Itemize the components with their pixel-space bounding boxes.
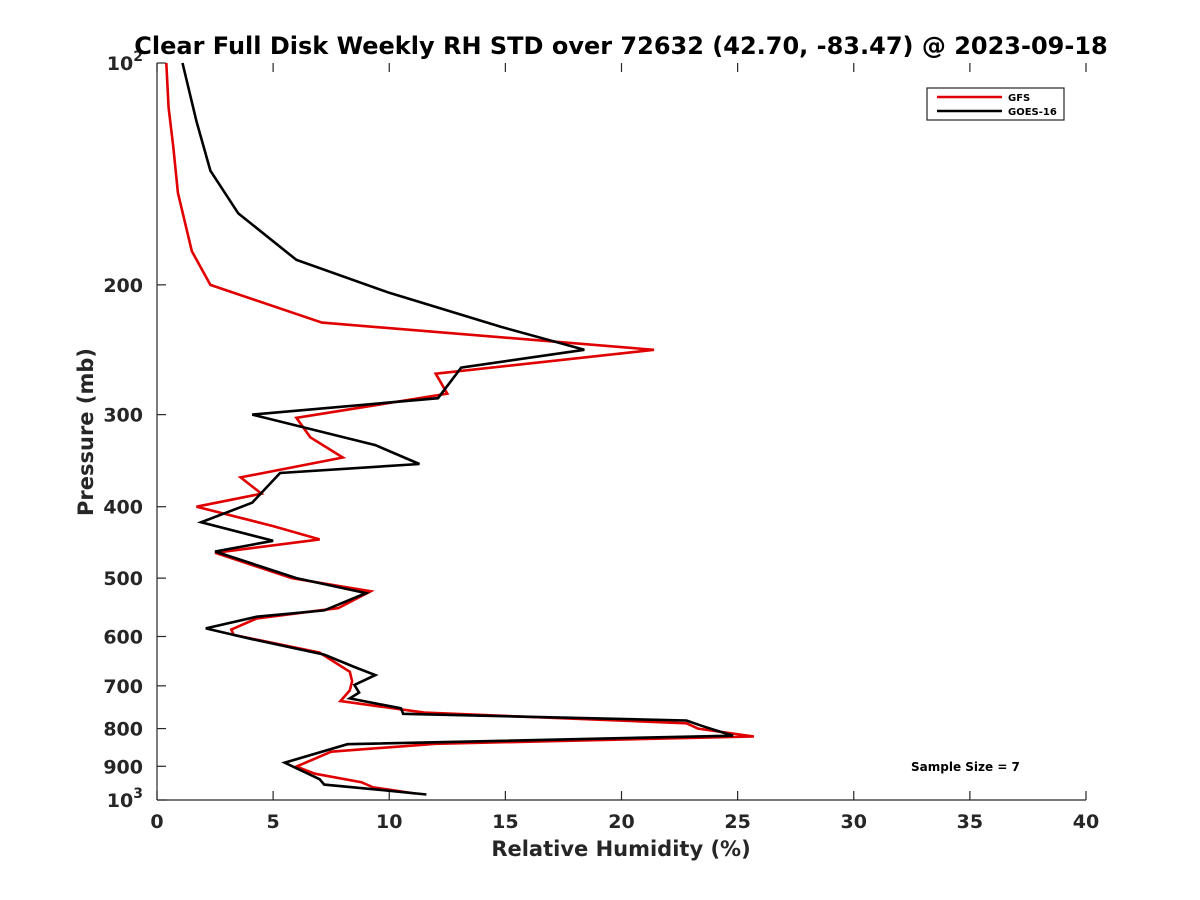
- x-tick-label: 30: [841, 811, 867, 833]
- legend-label-goes16: GOES-16: [1008, 107, 1057, 118]
- y-tick-label-base: 10: [107, 53, 133, 75]
- legend: GFS GOES-16: [926, 87, 1065, 121]
- sample-size-annotation: Sample Size = 7: [911, 760, 1020, 774]
- x-tick-label: 25: [724, 811, 750, 833]
- series-lines: [165, 62, 755, 796]
- y-tick-label: 600: [103, 626, 143, 648]
- x-tick-label: 35: [957, 811, 983, 833]
- y-tick-label-base: 10: [107, 790, 133, 812]
- y-tick-label: 700: [103, 676, 143, 698]
- legend-box: [926, 87, 1065, 121]
- y-tick-label: 500: [103, 568, 143, 590]
- y-tick-label: 400: [103, 497, 143, 519]
- y-tick-label: 300: [103, 405, 143, 427]
- x-ticks: 0 5 10 15 20 25 30 35 40: [150, 63, 1099, 833]
- x-tick-label: 10: [376, 811, 402, 833]
- x-tick-label: 40: [1073, 811, 1099, 833]
- y-tick-label: 102: [107, 49, 143, 75]
- chart-title: Clear Full Disk Weekly RH STD over 72632…: [134, 32, 1107, 60]
- x-tick-label: 0: [150, 811, 163, 833]
- y-tick-label: 200: [103, 275, 143, 297]
- y-axis-label: Pressure (mb): [74, 348, 98, 516]
- y-tick-label: 900: [103, 756, 143, 778]
- x-tick-label: 15: [492, 811, 518, 833]
- series-line-gfs: [165, 62, 755, 795]
- y-tick-label-exponent: 2: [133, 49, 143, 65]
- legend-label-gfs: GFS: [1008, 93, 1030, 104]
- series-line-goes16: [181, 62, 734, 796]
- y-tick-label-exponent: 3: [133, 786, 143, 802]
- x-axis-label: Relative Humidity (%): [491, 837, 750, 861]
- y-tick-label: 103: [107, 786, 143, 812]
- plot-area: [157, 63, 1086, 800]
- x-tick-label: 5: [267, 811, 280, 833]
- y-tick-label: 800: [103, 719, 143, 741]
- x-tick-label: 20: [608, 811, 634, 833]
